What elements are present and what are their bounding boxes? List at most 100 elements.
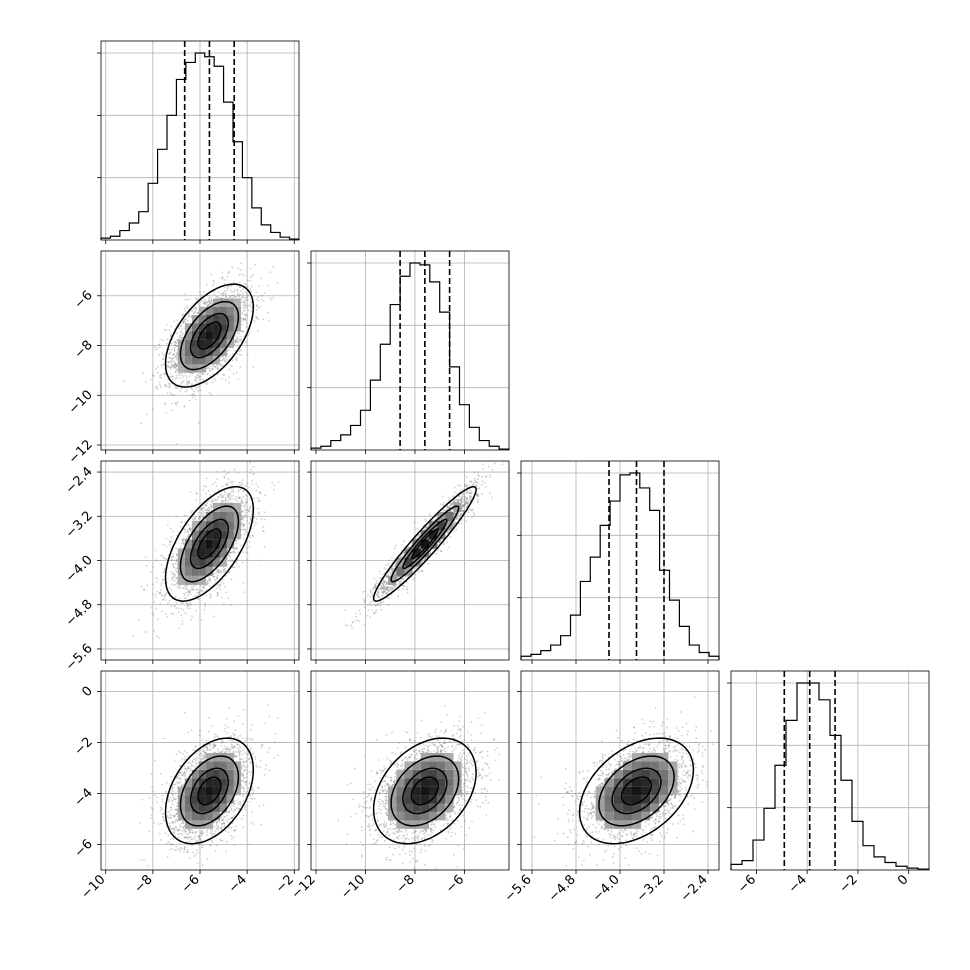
sample-point	[200, 511, 203, 514]
sample-point	[242, 330, 244, 333]
sample-point	[155, 576, 157, 579]
sample-point	[178, 374, 181, 377]
sample-point	[184, 390, 187, 393]
sample-point	[241, 518, 244, 521]
sample-point	[248, 332, 251, 334]
sample-point	[170, 605, 172, 608]
sample-point	[217, 593, 219, 596]
density-cell	[205, 331, 213, 340]
sample-point	[152, 593, 154, 596]
sample-point	[165, 412, 168, 414]
sample-point	[244, 304, 247, 307]
sample-point	[223, 282, 226, 285]
sample-point	[188, 533, 191, 536]
sample-point	[202, 513, 205, 515]
sample-point	[181, 314, 184, 316]
sample-point	[240, 339, 243, 342]
sample-point	[237, 378, 240, 381]
sample-point	[195, 387, 198, 390]
sample-point	[176, 563, 179, 566]
sample-point	[236, 293, 239, 296]
sample-point	[168, 361, 170, 364]
sample-point	[246, 559, 249, 561]
sample-point	[175, 341, 177, 344]
sample-point	[243, 489, 245, 492]
sample-point	[257, 500, 260, 503]
histogram-panel-1	[307, 250, 510, 454]
sample-point	[179, 336, 182, 339]
sample-point	[221, 485, 224, 488]
sample-point	[162, 358, 165, 360]
sample-point	[175, 356, 178, 359]
sample-point	[239, 483, 242, 486]
sample-point	[232, 491, 235, 493]
sample-point	[206, 283, 208, 286]
sample-point	[228, 271, 231, 273]
sample-point	[190, 315, 193, 318]
sample-point	[209, 507, 212, 510]
sample-point	[375, 609, 378, 612]
sample-point	[161, 610, 163, 613]
sample-point	[170, 583, 173, 586]
sample-point	[185, 537, 188, 540]
sample-point	[245, 547, 247, 549]
sample-point	[238, 273, 241, 276]
sample-point	[152, 566, 155, 568]
sample-point	[252, 295, 255, 297]
sample-point	[257, 329, 259, 332]
sample-point	[230, 495, 232, 497]
sample-point	[179, 372, 181, 375]
sample-point	[160, 584, 163, 586]
sample-point	[142, 372, 145, 375]
sample-point	[226, 494, 229, 497]
sample-point	[170, 536, 173, 538]
sample-point	[182, 539, 184, 542]
sample-point	[241, 502, 244, 505]
sample-point	[230, 285, 233, 287]
sample-point	[203, 382, 206, 385]
sample-point	[222, 570, 225, 573]
sample-point	[228, 496, 231, 499]
sample-point	[193, 585, 196, 588]
sample-point	[194, 376, 197, 378]
sample-point	[236, 499, 239, 502]
sample-point	[176, 358, 178, 361]
sample-point	[219, 570, 222, 572]
sample-point	[235, 562, 238, 565]
sample-point	[181, 620, 184, 622]
sample-point	[478, 475, 481, 478]
sample-point	[202, 586, 204, 588]
sample-point	[255, 522, 257, 524]
sample-point	[234, 296, 237, 298]
sample-point	[226, 289, 229, 292]
sample-point	[244, 528, 247, 531]
sample-point	[233, 547, 236, 550]
sample-point	[207, 366, 210, 369]
sample-point	[182, 587, 185, 589]
sample-point	[271, 481, 273, 484]
sample-point	[175, 607, 178, 610]
sample-point	[222, 291, 225, 294]
sample-point	[167, 602, 169, 605]
sample-point	[181, 542, 183, 545]
sample-point	[237, 490, 240, 493]
sample-point	[249, 288, 252, 290]
sample-point	[197, 386, 200, 388]
sample-point	[146, 584, 149, 587]
sample-point	[209, 597, 211, 599]
sample-point	[202, 489, 205, 491]
sample-point	[165, 342, 168, 345]
sample-point	[245, 511, 247, 514]
sample-point	[260, 295, 263, 297]
sample-point	[233, 468, 236, 471]
sample-point	[155, 559, 158, 561]
sample-point	[380, 609, 383, 611]
density-cell	[226, 512, 234, 522]
sample-point	[267, 320, 270, 322]
sample-point	[197, 511, 200, 514]
sample-point	[451, 495, 454, 497]
sample-point	[155, 387, 158, 389]
sample-point	[257, 306, 260, 309]
sample-point	[243, 537, 246, 540]
sample-point	[192, 396, 194, 399]
